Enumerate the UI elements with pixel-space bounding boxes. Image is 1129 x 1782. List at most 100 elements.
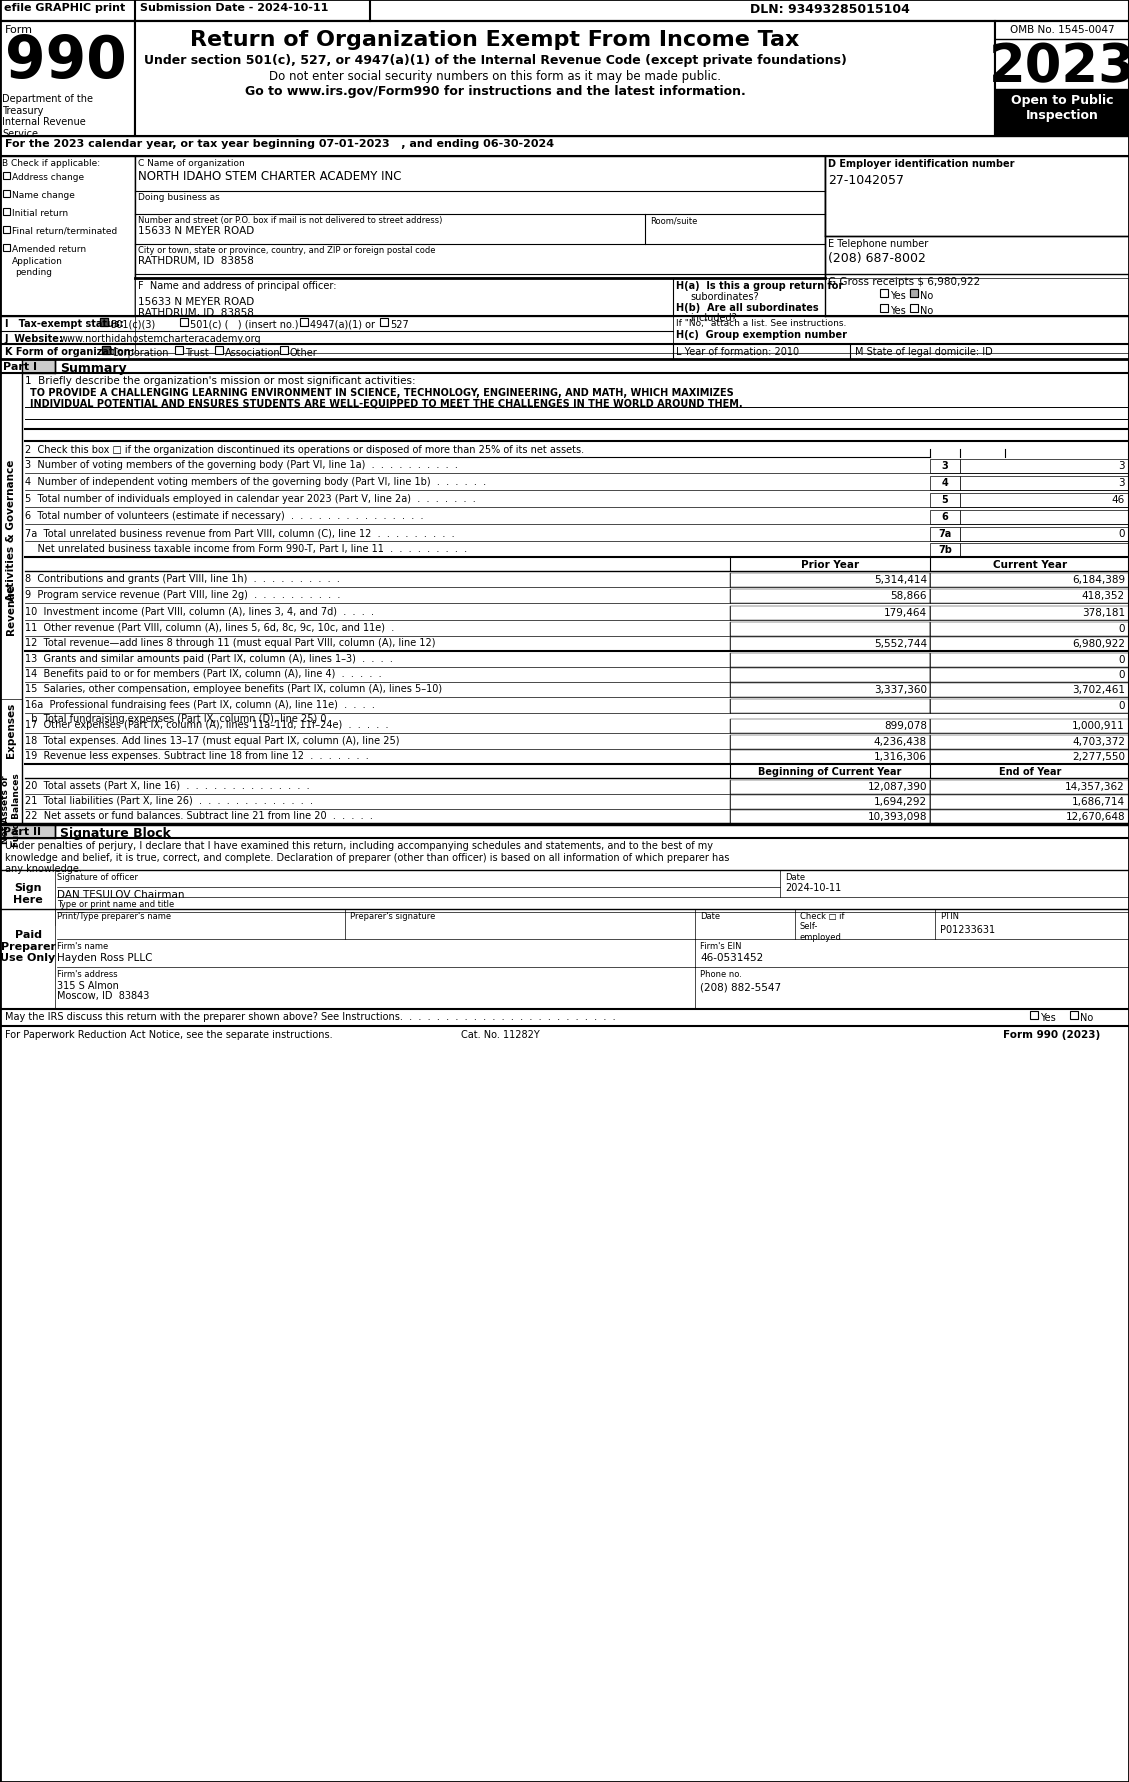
- Bar: [730, 668, 930, 683]
- Text: OMB No. 1545-0047: OMB No. 1545-0047: [1009, 25, 1114, 36]
- Text: Firm's address: Firm's address: [56, 969, 117, 978]
- Bar: [730, 764, 930, 779]
- Text: www.northidahostemcharteracademy.org: www.northidahostemcharteracademy.org: [60, 333, 262, 344]
- Bar: [730, 574, 930, 588]
- Bar: [930, 527, 960, 542]
- Bar: [960, 511, 1129, 524]
- Text: 4947(a)(1) or: 4947(a)(1) or: [310, 319, 375, 330]
- Text: Under penalties of perjury, I declare that I have examined this return, includin: Under penalties of perjury, I declare th…: [5, 841, 729, 873]
- Text: Expenses: Expenses: [6, 702, 16, 757]
- Bar: [3, 244, 10, 251]
- Text: Do not enter social security numbers on this form as it may be made public.: Do not enter social security numbers on …: [269, 69, 721, 84]
- Text: K Form of organization:: K Form of organization:: [5, 347, 134, 356]
- Bar: [730, 654, 930, 668]
- Text: Initial return: Initial return: [12, 208, 68, 217]
- Text: H(c)  Group exemption number: H(c) Group exemption number: [676, 330, 847, 340]
- Bar: [3, 208, 10, 216]
- Text: 20  Total assets (Part X, line 16)  .  .  .  .  .  .  .  .  .  .  .  .  .  .: 20 Total assets (Part X, line 16) . . . …: [25, 781, 309, 791]
- Text: Revenue: Revenue: [6, 584, 16, 634]
- Text: RATHDRUM, ID  83858: RATHDRUM, ID 83858: [138, 308, 254, 317]
- Text: 3  Number of voting members of the governing body (Part VI, line 1a)  .  .  .  .: 3 Number of voting members of the govern…: [25, 460, 458, 470]
- Bar: [930, 720, 1129, 734]
- Text: 501(c)(3): 501(c)(3): [110, 319, 156, 330]
- Text: 6,184,389: 6,184,389: [1071, 574, 1124, 584]
- Text: 4: 4: [942, 478, 948, 488]
- Text: Form: Form: [5, 25, 33, 36]
- Text: Department of the
Treasury
Internal Revenue
Service: Department of the Treasury Internal Reve…: [2, 94, 93, 139]
- Bar: [730, 684, 930, 697]
- Text: Date: Date: [785, 873, 805, 882]
- Text: Paid
Preparer
Use Only: Paid Preparer Use Only: [0, 930, 55, 962]
- Bar: [960, 478, 1129, 490]
- Bar: [930, 736, 1129, 750]
- Text: 418,352: 418,352: [1082, 590, 1124, 601]
- Text: 5  Total number of individuals employed in calendar year 2023 (Part V, line 2a) : 5 Total number of individuals employed i…: [25, 494, 475, 504]
- Text: Other: Other: [290, 347, 317, 358]
- Text: included?: included?: [690, 314, 737, 323]
- Bar: [730, 811, 930, 825]
- Text: 12  Total revenue—add lines 8 through 11 (must equal Part VIII, column (A), line: 12 Total revenue—add lines 8 through 11 …: [25, 638, 436, 647]
- Text: 7b: 7b: [938, 545, 952, 554]
- Text: May the IRS discuss this return with the preparer shown above? See Instructions.: May the IRS discuss this return with the…: [5, 1012, 615, 1021]
- Bar: [730, 606, 930, 620]
- Text: 18  Total expenses. Add lines 13–17 (must equal Part IX, column (A), line 25): 18 Total expenses. Add lines 13–17 (must…: [25, 736, 400, 745]
- Text: J  Website:: J Website:: [5, 333, 64, 344]
- Bar: [930, 606, 1129, 620]
- Text: INDIVIDUAL POTENTIAL AND ENSURES STUDENTS ARE WELL-EQUIPPED TO MEET THE CHALLENG: INDIVIDUAL POTENTIAL AND ENSURES STUDENT…: [30, 397, 743, 408]
- Text: pending: pending: [15, 267, 52, 276]
- Bar: [825, 157, 1129, 237]
- Text: 12,087,390: 12,087,390: [867, 782, 927, 791]
- Bar: [0, 157, 135, 317]
- Bar: [0, 0, 1129, 21]
- Text: Association: Association: [225, 347, 281, 358]
- Text: No: No: [1080, 1012, 1093, 1023]
- Bar: [730, 720, 930, 734]
- Text: 0: 0: [1119, 700, 1124, 711]
- Text: 3: 3: [1119, 478, 1124, 488]
- Bar: [960, 460, 1129, 474]
- Bar: [0, 21, 135, 137]
- Text: 58,866: 58,866: [891, 590, 927, 601]
- Text: Go to www.irs.gov/Form990 for instructions and the latest information.: Go to www.irs.gov/Form990 for instructio…: [245, 86, 745, 98]
- Text: Check □ if
Self-
employed: Check □ if Self- employed: [800, 911, 844, 941]
- Text: 14,357,362: 14,357,362: [1066, 782, 1124, 791]
- Text: Address change: Address change: [12, 173, 85, 182]
- Text: 22  Net assets or fund balances. Subtract line 21 from line 20  .  .  .  .  .: 22 Net assets or fund balances. Subtract…: [25, 811, 373, 820]
- Text: 12,670,648: 12,670,648: [1066, 811, 1124, 822]
- Text: M State of legal domicile: ID: M State of legal domicile: ID: [855, 347, 992, 356]
- Bar: [730, 750, 930, 764]
- Text: 6,980,922: 6,980,922: [1073, 638, 1124, 649]
- Text: Name change: Name change: [12, 191, 75, 200]
- Text: Firm's name: Firm's name: [56, 941, 108, 950]
- Bar: [930, 460, 960, 474]
- Text: subordinates?: subordinates?: [690, 292, 759, 301]
- Text: Sign
Here: Sign Here: [14, 882, 43, 903]
- Text: 11  Other revenue (Part VIII, column (A), lines 5, 6d, 8c, 9c, 10c, and 11e)  .: 11 Other revenue (Part VIII, column (A),…: [25, 622, 394, 633]
- Bar: [1070, 1012, 1078, 1019]
- Text: 3: 3: [942, 462, 948, 470]
- Text: TO PROVIDE A CHALLENGING LEARNING ENVIRONMENT IN SCIENCE, TECHNOLOGY, ENGINEERIN: TO PROVIDE A CHALLENGING LEARNING ENVIRO…: [30, 388, 734, 397]
- Text: 990: 990: [5, 34, 126, 89]
- Text: E Telephone number: E Telephone number: [828, 239, 928, 249]
- Text: Preparer's signature: Preparer's signature: [350, 911, 436, 921]
- Text: L Year of formation: 2010: L Year of formation: 2010: [676, 347, 799, 356]
- Bar: [960, 527, 1129, 542]
- Bar: [879, 290, 889, 298]
- Text: 5: 5: [942, 495, 948, 504]
- Bar: [930, 638, 1129, 652]
- Bar: [930, 494, 960, 508]
- Text: Type or print name and title: Type or print name and title: [56, 900, 174, 909]
- Text: For the 2023 calendar year, or tax year beginning 07-01-2023   , and ending 06-3: For the 2023 calendar year, or tax year …: [5, 139, 554, 150]
- Text: 378,181: 378,181: [1082, 608, 1124, 618]
- Text: Doing business as: Doing business as: [138, 192, 220, 201]
- Bar: [930, 811, 1129, 825]
- Text: 1,694,292: 1,694,292: [874, 797, 927, 807]
- Text: B Check if applicable:: B Check if applicable:: [2, 159, 100, 168]
- Text: 10,393,098: 10,393,098: [867, 811, 927, 822]
- Bar: [930, 781, 1129, 795]
- Text: DAN TESULOV Chairman: DAN TESULOV Chairman: [56, 889, 184, 900]
- Text: Submission Date - 2024-10-11: Submission Date - 2024-10-11: [140, 4, 329, 12]
- Bar: [100, 319, 108, 326]
- Text: 501(c) (   ) (insert no.): 501(c) ( ) (insert no.): [190, 319, 298, 330]
- Text: 315 S Almon: 315 S Almon: [56, 980, 119, 991]
